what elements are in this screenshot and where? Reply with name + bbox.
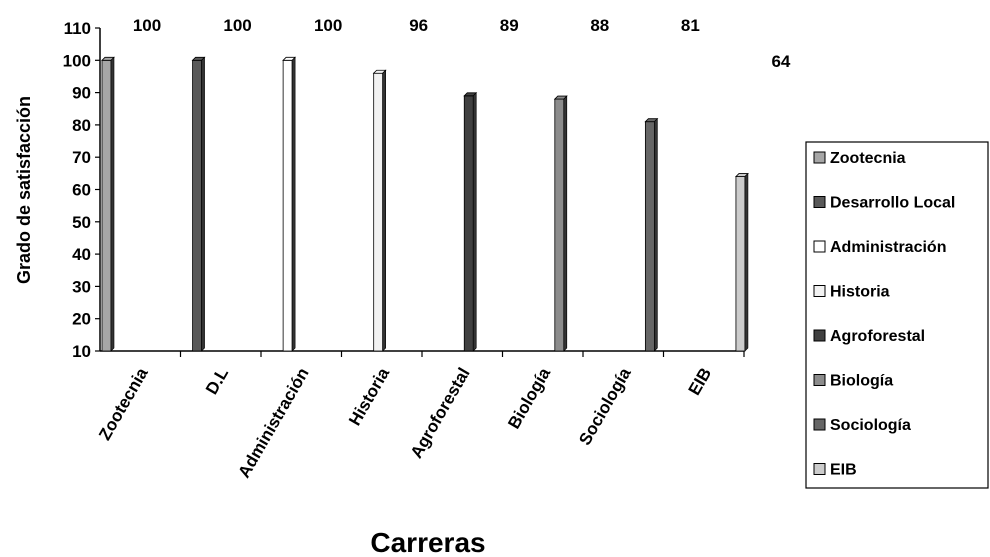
y-tick-label: 100 bbox=[63, 51, 91, 70]
legend-swatch bbox=[813, 374, 826, 386]
bar bbox=[282, 56, 297, 352]
y-tick-label: 20 bbox=[72, 310, 91, 329]
category-label: EIB bbox=[685, 365, 716, 399]
bar-side bbox=[654, 117, 658, 352]
y-tick-label: 110 bbox=[64, 19, 91, 38]
data-label: 89 bbox=[500, 16, 519, 35]
bar-side bbox=[382, 69, 386, 352]
y-tick-label: 50 bbox=[72, 213, 91, 232]
legend-swatch bbox=[813, 196, 826, 208]
legend-item: Zootecnia bbox=[813, 150, 906, 167]
bars bbox=[101, 56, 749, 352]
legend-label: Historia bbox=[830, 284, 890, 301]
legend-swatch bbox=[813, 418, 826, 431]
legend-label: Desarrollo Local bbox=[830, 195, 955, 212]
category-labels: Zootecnia D.L Administración Historia Agrofo… bbox=[95, 364, 715, 481]
legend-label: Agroforestal bbox=[830, 328, 925, 345]
bar bbox=[553, 95, 568, 352]
bar-front bbox=[192, 59, 202, 352]
bar-side bbox=[291, 56, 296, 352]
legend-item: Sociología bbox=[813, 417, 911, 434]
bar bbox=[463, 92, 478, 352]
x-ticks bbox=[179, 351, 745, 357]
legend-swatch bbox=[813, 240, 826, 253]
y-tick-label: 30 bbox=[72, 277, 91, 296]
legend-swatch bbox=[813, 151, 826, 164]
y-tick-label: 70 bbox=[72, 148, 91, 167]
y-tick-label: 10 bbox=[72, 342, 91, 361]
category-label: Biología bbox=[504, 364, 554, 432]
bar bbox=[191, 56, 206, 352]
legend-label: Zootecnia bbox=[830, 150, 906, 167]
bar-front bbox=[554, 98, 565, 352]
category-label: Administración bbox=[234, 365, 312, 482]
legend-label: Administración bbox=[830, 239, 946, 256]
bar-side bbox=[744, 172, 749, 352]
legend-swatch bbox=[813, 285, 826, 297]
bar-front bbox=[373, 72, 384, 352]
bar bbox=[101, 56, 115, 352]
bar-front bbox=[644, 121, 655, 352]
y-tick-label: 40 bbox=[72, 245, 91, 264]
data-label: 100 bbox=[133, 16, 161, 35]
y-axis-title: Grado de satisfacción bbox=[14, 96, 34, 284]
bar bbox=[734, 172, 749, 352]
legend-item: Administración bbox=[813, 239, 946, 256]
y-tick-label: 80 bbox=[72, 116, 91, 135]
data-label: 96 bbox=[409, 16, 428, 35]
bar-front bbox=[735, 176, 746, 352]
category-label: Sociología bbox=[575, 364, 635, 448]
bar-side bbox=[110, 56, 115, 352]
legend-swatch bbox=[813, 329, 826, 342]
bar-front bbox=[282, 59, 293, 352]
x-axis-title: Carreras bbox=[370, 527, 485, 557]
legend-label: Sociología bbox=[830, 417, 911, 434]
y-tick-label: 60 bbox=[72, 181, 91, 200]
legend-item: Agroforestal bbox=[813, 328, 925, 345]
bar-side bbox=[563, 95, 568, 352]
legend-item: Desarrollo Local bbox=[813, 195, 955, 212]
bar-front bbox=[101, 59, 112, 352]
category-label: D.L bbox=[202, 365, 232, 398]
legend-label: EIB bbox=[830, 462, 857, 479]
data-label: 100 bbox=[314, 16, 342, 35]
data-labels: 100 100 100 96 89 88 81 64 bbox=[133, 16, 791, 71]
category-label: Zootecnia bbox=[95, 364, 152, 444]
legend: Zootecnia Desarrollo Local Administración H… bbox=[805, 141, 989, 489]
legend-box bbox=[805, 141, 989, 489]
legend-label: Biología bbox=[830, 373, 893, 390]
bar bbox=[644, 117, 659, 352]
legend-item: Biología bbox=[813, 373, 893, 390]
bar-side bbox=[201, 56, 205, 352]
data-label: 88 bbox=[590, 16, 609, 35]
bar bbox=[372, 69, 387, 352]
y-tick-label: 90 bbox=[72, 84, 91, 103]
legend-item: Historia bbox=[813, 284, 890, 301]
category-label: Historia bbox=[345, 364, 393, 429]
bar-front bbox=[463, 95, 474, 352]
legend-swatch bbox=[813, 463, 826, 475]
data-label: 100 bbox=[223, 16, 251, 35]
category-label: Agroforestal bbox=[407, 365, 474, 462]
y-ticks: 10 20 30 40 50 60 70 80 90 100 110 bbox=[63, 19, 100, 361]
legend-item: EIB bbox=[813, 462, 857, 479]
bar-side bbox=[472, 92, 477, 352]
data-label: 64 bbox=[771, 52, 790, 71]
data-label: 81 bbox=[681, 16, 700, 35]
